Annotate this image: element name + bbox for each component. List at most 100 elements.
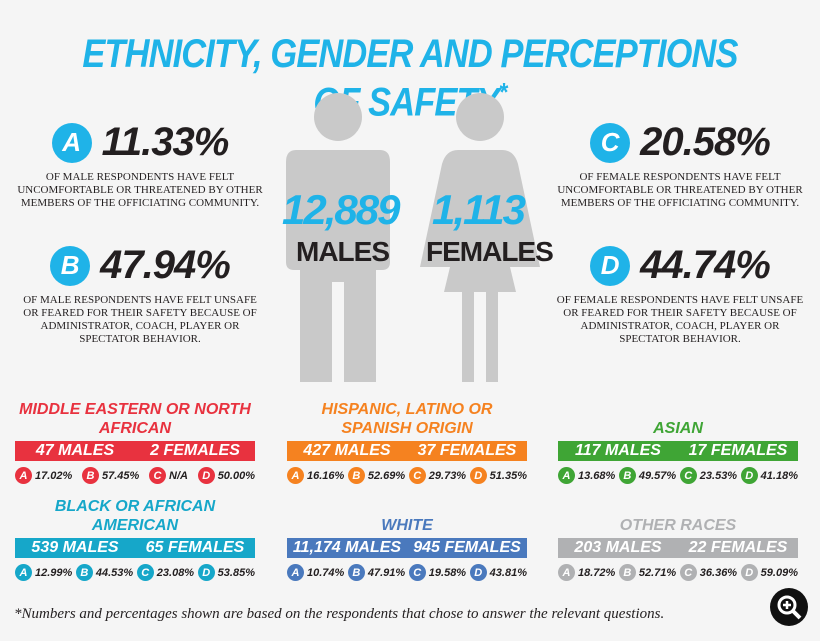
group-stat-value: 52.71% (638, 566, 677, 579)
group-stats: A 13.68% B 49.57% C 23.53% D 41.18% (558, 467, 798, 484)
group-stats: A 17.02% B 57.45% C N/A D 50.00% (15, 467, 255, 484)
group-stat: B 47.91% (347, 564, 406, 581)
stat-c: C 20.58% Of female respondents have felt … (555, 120, 805, 210)
group-count-bar: 203 MALES 22 FEMALES (558, 538, 798, 558)
group-stat-value: 12.99% (35, 566, 73, 579)
group-females: 2 FEMALES (150, 442, 240, 459)
group-title-text: MIDDLE EASTERN OR NORTH AFRICAN (19, 401, 251, 437)
group-count-bar: 117 MALES 17 FEMALES (558, 441, 798, 461)
group-stat-value: 19.58% (428, 566, 467, 579)
group-males: 427 MALES (303, 442, 391, 459)
group-stat: D 43.81% (469, 564, 527, 581)
letter-badge: D (740, 564, 758, 581)
letter-badge: D (740, 467, 758, 484)
group-stat: D 59.09% (740, 564, 798, 581)
group-stat: A 10.74% (287, 564, 344, 581)
group-stat-value: 47.91% (367, 566, 406, 579)
group-stat: A 18.72% (558, 564, 615, 581)
group-title: OTHER RACES (558, 495, 798, 535)
group-stat: C 36.36% (679, 564, 738, 581)
title-asterisk: * (498, 77, 508, 107)
group-males: 11,174 MALES (292, 539, 402, 556)
letter-badge: C (679, 467, 697, 484)
ethnicity-group: HISPANIC, LATINO OR SPANISH ORIGIN 427 M… (287, 398, 527, 484)
group-stat: B 49.57% (618, 467, 677, 484)
group-females: 17 FEMALES (688, 442, 788, 459)
letter-badge: C (149, 467, 167, 484)
female-figure-icon (420, 93, 540, 382)
group-stat-value: 51.35% (489, 469, 527, 482)
title-text: ETHNICITY, GENDER AND PERCEPTIONS OF SAF… (82, 32, 738, 125)
group-title: WHITE (287, 495, 527, 535)
group-stats: A 12.99% B 44.53% C 23.08% D 53.85% (15, 564, 255, 581)
stat-a: A 11.33% Of male respondents have felt un… (15, 120, 265, 210)
ethnicity-group: ASIAN 117 MALES 17 FEMALES A 13.68% B 49.57% C… (558, 398, 798, 484)
group-count-bar: 11,174 MALES 945 FEMALES (287, 538, 527, 558)
group-stat-value: 49.57% (638, 469, 677, 482)
stat-d: D 44.74% Of female respondents have felt … (555, 243, 805, 346)
group-stat: D 51.35% (469, 467, 527, 484)
zoom-in-icon[interactable] (770, 588, 808, 626)
letter-badge: B (82, 467, 100, 484)
letter-badge: A (287, 564, 304, 581)
group-title: ASIAN (558, 398, 798, 438)
stat-value: 44.74% (640, 243, 771, 287)
group-stat-value: 50.00% (217, 469, 255, 482)
letter-b-badge: B (50, 245, 91, 286)
letter-badge: C (136, 564, 154, 581)
letter-badge: A (287, 467, 304, 484)
group-title-text: ASIAN (653, 420, 703, 437)
group-stat: C 23.08% (136, 564, 195, 581)
group-stat-value: 18.72% (578, 566, 616, 579)
group-count-bar: 427 MALES 37 FEMALES (287, 441, 527, 461)
group-females: 945 FEMALES (413, 539, 521, 556)
stat-b: B 47.94% Of male respondents have felt un… (15, 243, 265, 346)
group-males: 47 MALES (35, 442, 115, 459)
group-stat-value: 23.08% (156, 566, 195, 579)
group-stat: A 13.68% (558, 467, 615, 484)
group-title-text: BLACK OR AFRICAN AMERICAN (54, 498, 216, 534)
group-stat-value: 23.53% (699, 469, 738, 482)
letter-badge: A (558, 467, 575, 484)
group-females: 22 FEMALES (688, 539, 788, 556)
letter-badge: C (408, 467, 426, 484)
group-stat-value: 16.16% (307, 469, 345, 482)
group-stat-value: 44.53% (95, 566, 134, 579)
group-stat: B 52.69% (347, 467, 405, 484)
letter-d-badge: D (590, 245, 631, 286)
group-females: 37 FEMALES (417, 442, 517, 459)
male-label: MALES (296, 236, 390, 267)
group-stats: A 16.16% B 52.69% C 29.73% D 51.35% (287, 467, 527, 484)
group-stat-value: 36.36% (699, 566, 738, 579)
group-title: BLACK OR AFRICAN AMERICAN (15, 495, 255, 535)
group-title-text: OTHER RACES (619, 517, 737, 534)
group-stat-value: 10.74% (307, 566, 345, 579)
group-stat: B 44.53% (75, 564, 134, 581)
group-count-bar: 47 MALES 2 FEMALES (15, 441, 255, 461)
group-stat-value: 17.02% (35, 469, 73, 482)
letter-badge: D (469, 564, 487, 581)
group-title: MIDDLE EASTERN OR NORTH AFRICAN (15, 398, 255, 438)
page-title: ETHNICITY, GENDER AND PERCEPTIONS OF SAF… (57, 32, 762, 125)
letter-badge: A (15, 467, 32, 484)
letter-badge: B (618, 467, 636, 484)
male-figure-icon (286, 93, 390, 382)
group-title-text: HISPANIC, LATINO OR SPANISH ORIGIN (321, 401, 493, 437)
group-stat: D 50.00% (197, 467, 255, 484)
group-count-bar: 539 MALES 65 FEMALES (15, 538, 255, 558)
group-stat: C N/A (149, 467, 188, 484)
group-stat-value: 13.68% (578, 469, 616, 482)
group-stat: A 16.16% (287, 467, 344, 484)
ethnicity-group: OTHER RACES 203 MALES 22 FEMALES A 18.72% B 5… (558, 495, 798, 581)
letter-badge: C (408, 564, 426, 581)
stat-value: 20.58% (640, 120, 771, 164)
letter-badge: B (347, 564, 365, 581)
group-stat-value: 43.81% (489, 566, 527, 579)
group-males: 117 MALES (575, 442, 661, 459)
stat-description: Of male respondents have felt unsafe or … (23, 294, 257, 345)
stat-value: 11.33% (101, 120, 230, 164)
group-males: 203 MALES (574, 539, 662, 556)
stat-description: Of female respondents have felt uncomfor… (557, 171, 803, 209)
footnote: *Numbers and percentages shown are based… (14, 606, 665, 622)
group-stat-value: 41.18% (760, 469, 798, 482)
